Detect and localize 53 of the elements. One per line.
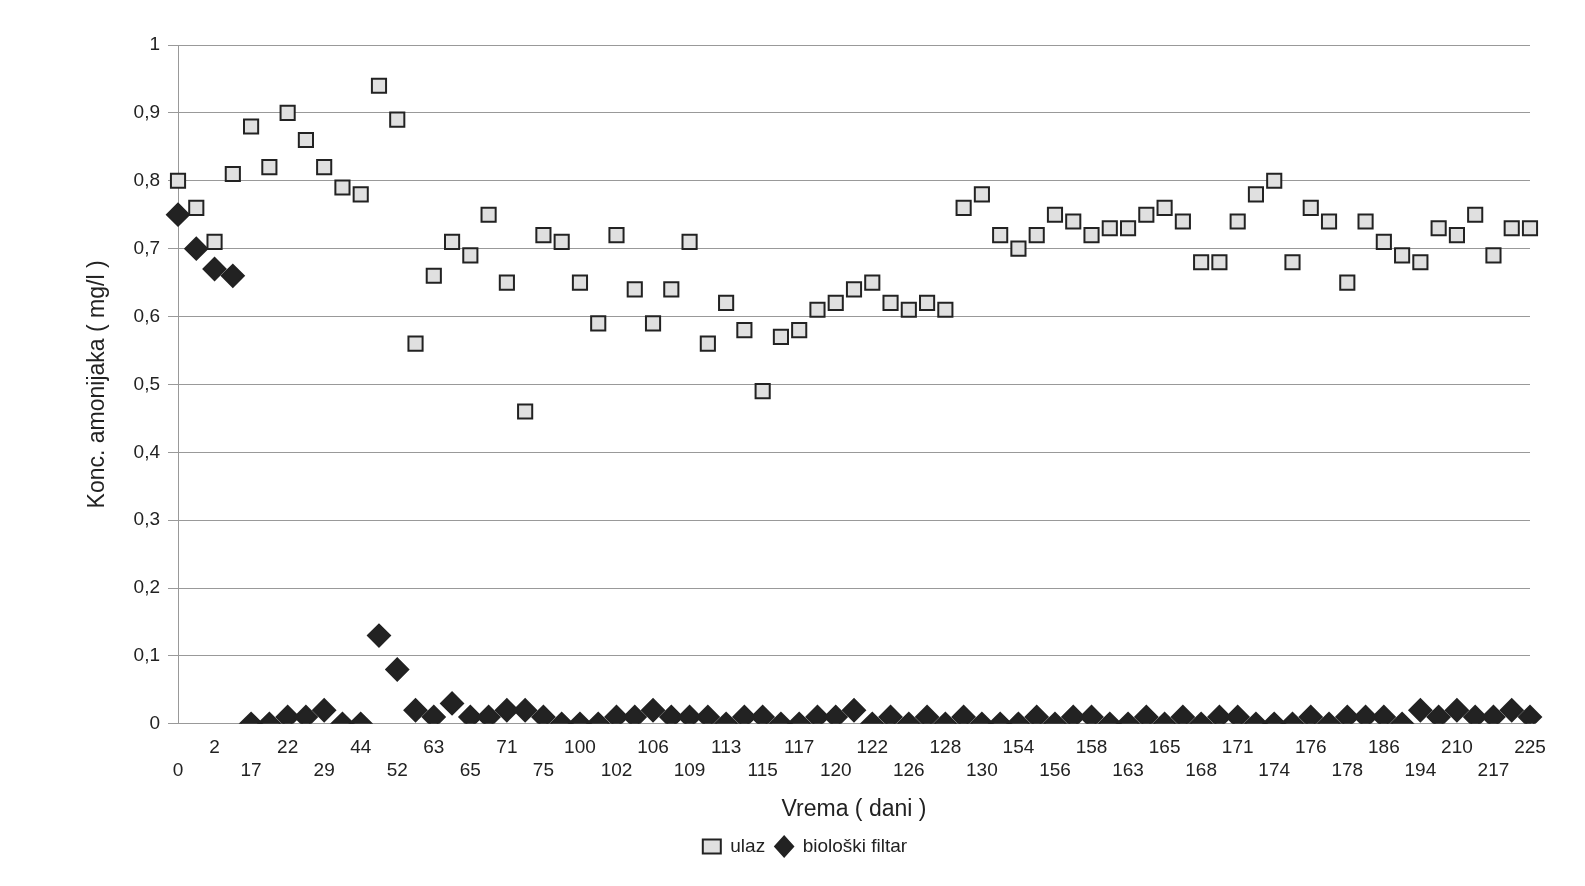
x-tick-label: 210 [1441,736,1473,758]
y-tick-label: 0,7 [133,236,161,258]
x-tick-label: 128 [929,736,962,758]
x-tick-label: 63 [423,736,445,758]
x-tick-label: 225 [1514,736,1546,758]
x-tick-label: 163 [1112,759,1144,781]
y-tick-label: 0,4 [133,440,161,462]
y-tick-label: 0,1 [133,644,161,666]
legend-label: biološki filtar [802,834,908,856]
y-tick-label: 0,8 [133,168,161,190]
x-tick-label: 52 [386,759,408,781]
y-tick-label: 1 [149,33,161,55]
x-tick-label: 194 [1404,759,1437,781]
x-tick-label: 174 [1258,759,1291,781]
x-tick-label: 29 [313,759,335,781]
x-tick-label: 176 [1294,736,1327,758]
x-tick-label: 120 [819,759,852,781]
x-tick-label: 106 [637,736,669,758]
x-tick-label: 115 [747,759,778,781]
y-tick-label: 0,2 [133,576,161,598]
y-tick-label: 0,5 [133,372,161,394]
x-tick-label: 71 [496,736,518,758]
x-tick-label: 130 [966,759,998,781]
x-tick-label: 122 [856,736,889,758]
y-tick-label: 0,9 [133,101,161,123]
x-tick-label: 22 [277,736,299,758]
y-tick-label: 0 [149,712,161,734]
x-tick-label: 126 [892,759,925,781]
x-tick-label: 178 [1331,759,1364,781]
x-tick-label: 109 [673,759,706,781]
y-axis-title: Konc. amonijaka ( mg/l ) [83,260,110,509]
x-tick-label: 158 [1075,736,1108,758]
legend-label: ulaz [730,834,766,856]
x-tick-label: 165 [1148,736,1181,758]
y-tick-label: 0,3 [133,508,161,530]
x-tick-label: 113 [710,736,742,758]
x-tick-label: 156 [1039,759,1071,781]
x-tick-label: 117 [784,736,815,758]
x-tick-label: 217 [1477,759,1510,781]
x-tick-label: 186 [1367,736,1400,758]
x-tick-label: 154 [1002,736,1035,758]
y-tick-label: 0,6 [133,304,161,326]
x-tick-label: 65 [459,759,481,781]
x-tick-label: 44 [350,736,372,758]
x-tick-label: 168 [1185,759,1217,781]
x-tick-label: 0 [172,759,184,781]
x-tick-label: 102 [600,759,633,781]
x-tick-label: 75 [532,759,554,781]
x-tick-label: 100 [564,736,596,758]
x-tick-label: 171 [1221,736,1254,758]
x-tick-label: 17 [240,759,262,781]
x-axis-title: Vrema ( dani ) [781,794,927,821]
x-tick-label: 2 [209,736,220,758]
